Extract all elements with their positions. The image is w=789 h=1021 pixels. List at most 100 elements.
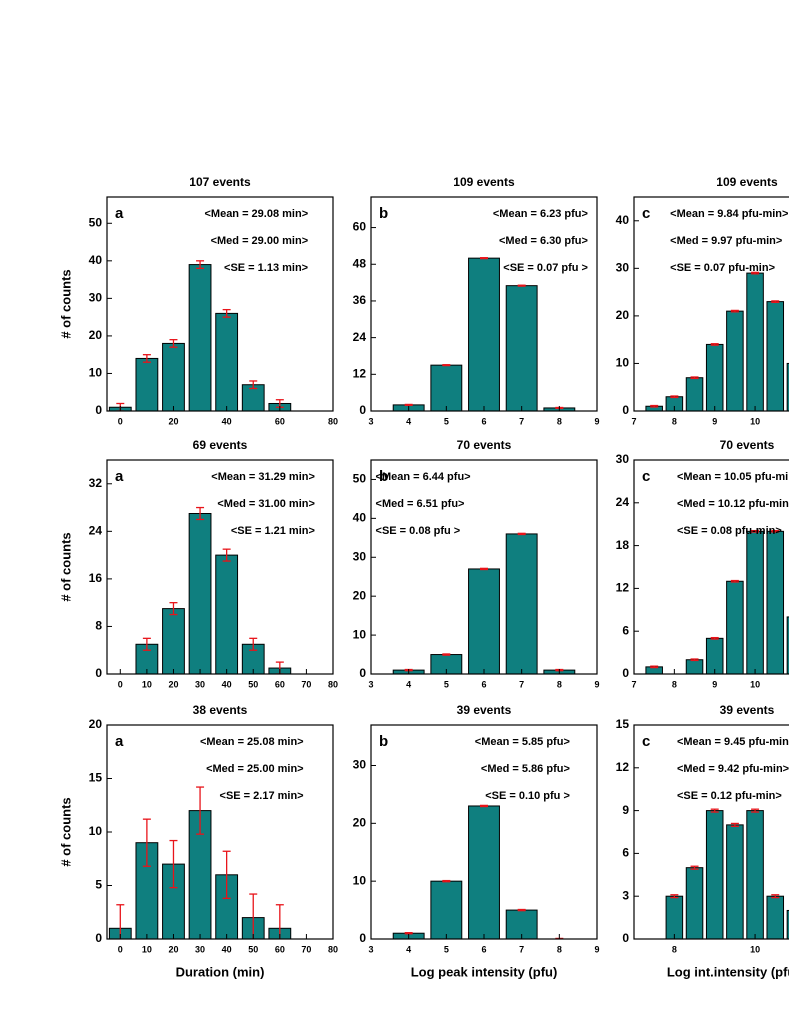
error-bar: [442, 653, 451, 656]
panel-title: 109 events: [716, 175, 778, 189]
plot-area: [135, 506, 292, 674]
x-tick-label: 10: [142, 944, 152, 954]
x-tick-label: 10: [142, 679, 152, 689]
bar: [746, 810, 764, 939]
error-bar: [480, 257, 488, 260]
x-tick-label: 9: [594, 679, 599, 689]
x-tick-label: 60: [275, 416, 285, 426]
error-bar: [690, 376, 699, 380]
annotation: <Mean = 25.08 min>: [200, 736, 304, 748]
y-tick-label: 36: [353, 293, 367, 307]
y-tick-label: 0: [359, 403, 366, 417]
panel-title: 70 events: [720, 438, 775, 452]
y-axis-label: # of counts: [58, 269, 73, 338]
x-tick-label: 3: [368, 416, 373, 426]
error-bar: [196, 260, 205, 269]
y-tick-label: 0: [95, 666, 102, 680]
bar: [766, 895, 785, 939]
x-tick-label: 7: [631, 679, 636, 689]
y-tick-label: 12: [616, 581, 630, 595]
error-bar: [442, 364, 451, 367]
panel-label: c: [642, 733, 650, 750]
error-bar: [517, 908, 526, 912]
x-tick-label: 3: [368, 944, 373, 954]
y-tick-label: 10: [89, 366, 103, 380]
error-bar: [442, 879, 451, 883]
error-bar: [404, 931, 413, 935]
annotation: <Mean = 9.84 pfu-min>: [670, 208, 788, 220]
x-tick-label: 9: [594, 416, 599, 426]
annotation: <Mean = 6.23 pfu>: [493, 208, 588, 220]
error-bar: [169, 602, 178, 616]
axes-frame: [106, 459, 334, 675]
error-bar: [730, 309, 739, 313]
panel-label: a: [115, 205, 124, 222]
y-tick-label: 40: [616, 213, 630, 227]
error-bar: [751, 271, 760, 275]
bar: [468, 257, 500, 411]
axes-frame: [106, 196, 334, 412]
x-tick-label: 5: [444, 944, 449, 954]
bar: [705, 637, 724, 674]
bar: [430, 880, 463, 939]
y-tick-label: 20: [353, 588, 367, 602]
x-tick-label: 10: [750, 944, 760, 954]
x-tick-label: 40: [222, 679, 232, 689]
x-tick-label: 6: [481, 944, 486, 954]
error-bar: [249, 893, 258, 939]
y-tick-label: 6: [622, 623, 629, 637]
y-tick-label: 3: [622, 888, 629, 902]
x-tick-label: 40: [222, 944, 232, 954]
bar: [468, 805, 500, 939]
annotation: <Med = 29.00 min>: [211, 235, 309, 247]
y-tick-label: 9: [622, 803, 629, 817]
error-bar: [710, 343, 719, 346]
axes-frame: [633, 459, 789, 675]
error-bar: [142, 637, 151, 651]
bar: [505, 533, 538, 674]
plot-area: [645, 271, 789, 411]
annotation: <SE = 0.07 pfu-min>: [670, 262, 775, 274]
y-tick-label: 48: [353, 256, 367, 270]
x-tick-label: 20: [168, 416, 178, 426]
x-tick-label: 10: [750, 416, 760, 426]
y-tick-label: 32: [89, 476, 103, 490]
x-tick-label: 40: [222, 416, 232, 426]
error-bar: [480, 804, 488, 808]
panel-title: 109 events: [453, 175, 515, 189]
x-tick-label: 20: [168, 679, 178, 689]
plot-area: [392, 257, 576, 411]
x-tick-label: 4: [406, 679, 411, 689]
y-tick-label: 30: [353, 758, 367, 772]
error-bar: [517, 284, 526, 287]
annotation: <Med = 10.12 pfu-min>: [677, 498, 789, 510]
error-bar: [249, 380, 258, 390]
y-tick-label: 30: [616, 261, 630, 275]
y-tick-label: 50: [353, 472, 367, 486]
y-tick-label: 16: [89, 571, 103, 585]
bar: [685, 377, 704, 411]
x-tick-label: 8: [672, 679, 677, 689]
bar: [430, 364, 463, 411]
x-tick-label: 20: [168, 944, 178, 954]
plot-area: [645, 529, 789, 674]
panel-title: 69 events: [193, 438, 248, 452]
error-bar: [690, 658, 699, 662]
plot-area: [108, 786, 292, 939]
annotation: <SE = 1.21 min>: [231, 525, 315, 537]
y-tick-label: 0: [622, 403, 629, 417]
x-tick-label: 8: [557, 679, 562, 689]
bar: [215, 554, 239, 674]
x-tick-label: 7: [631, 416, 636, 426]
x-tick-label: 80: [328, 416, 338, 426]
y-tick-label: 30: [353, 549, 367, 563]
annotation: <SE = 0.10 pfu >: [485, 790, 570, 802]
y-tick-label: 18: [616, 538, 630, 552]
y-tick-label: 24: [353, 330, 367, 344]
bar: [726, 824, 744, 939]
error-bar: [670, 395, 679, 399]
error-bar: [650, 665, 659, 669]
x-tick-label: 7: [519, 679, 524, 689]
y-tick-label: 0: [622, 666, 629, 680]
